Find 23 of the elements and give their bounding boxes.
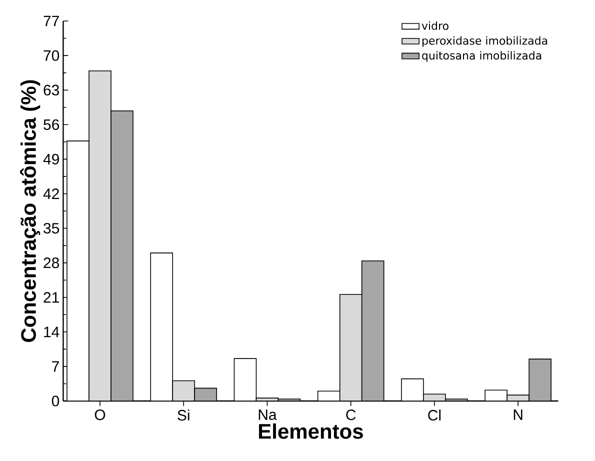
y-tick-label: 77 (44, 16, 59, 26)
y-tick-label: 0 (52, 396, 60, 406)
x-tick-label: C (346, 410, 356, 420)
y-tick-label: 21 (44, 292, 59, 303)
y-tick-label: 7 (52, 361, 59, 372)
x-tick-label: Na (258, 410, 277, 420)
y-tick-label: 70 (44, 50, 60, 61)
x-tick-label: Si (178, 410, 190, 421)
y-tick-label: 42 (43, 188, 59, 199)
y-tick-label: 56 (44, 119, 60, 130)
legend-label: vidro (422, 21, 448, 30)
y-tick-label: 28 (44, 258, 60, 268)
x-tick-label: O (94, 410, 106, 420)
y-tick-label: 49 (43, 154, 59, 164)
y-tick-label: 14 (44, 326, 60, 338)
y-tick-label: 35 (44, 222, 60, 234)
y-tick-label: 63 (44, 84, 60, 96)
y-axis-title: Concentração atômica (%) (20, 80, 40, 342)
x-tick-label: Cl (428, 410, 441, 421)
x-axis-title: Elementos (259, 423, 363, 439)
legend-label: peroxidase imobilizada (422, 36, 548, 47)
x-tick-label: N (514, 410, 522, 420)
legend-label: quitosana imobilizada (422, 51, 542, 62)
